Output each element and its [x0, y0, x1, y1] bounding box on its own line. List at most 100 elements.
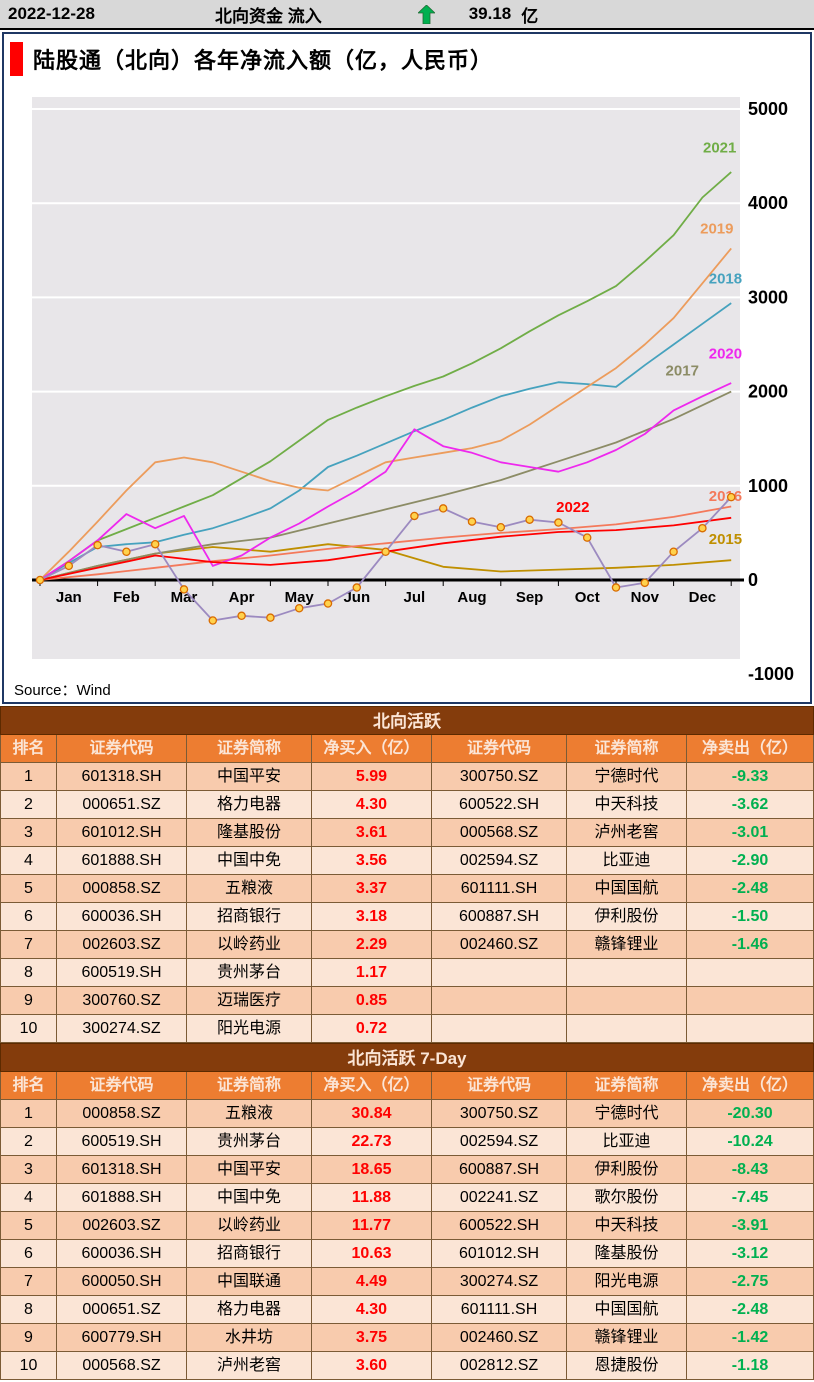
cell-sell-code: 002594.SZ: [432, 1128, 567, 1156]
table-row: 10 300274.SZ 阳光电源 0.72: [0, 1015, 814, 1043]
cell-sell-code: 300750.SZ: [432, 763, 567, 791]
series-marker-2022-daily-markers: [93, 540, 102, 550]
cell-buy-name: 招商银行: [187, 1240, 312, 1268]
yearly-inflow-line-chart: Jan Feb Mar Apr May Jun Jul Aug Sep Oct Nov Dec 5000…: [4, 84, 810, 684]
cell-buy-code: 600036.SH: [57, 1240, 187, 1268]
cell-rank: 7: [0, 931, 57, 959]
x-tick-label: Feb: [113, 589, 140, 606]
cell-sell-value: -2.48: [687, 875, 814, 903]
cell-sell-value: -2.75: [687, 1268, 814, 1296]
table-row: 6 600036.SH 招商银行 3.18 600887.SH 伊利股份 -1.50: [0, 903, 814, 931]
x-tick-label: Aug: [457, 589, 486, 606]
cell-buy-value: 4.49: [312, 1268, 432, 1296]
table-row: 9 300760.SZ 迈瑞医疗 0.85: [0, 987, 814, 1015]
cell-sell-name: 歌尔股份: [567, 1184, 687, 1212]
series-label-2018: 2018: [709, 270, 742, 287]
col-header-buy-code: 证券代码: [57, 1072, 187, 1100]
cell-buy-code: 601012.SH: [57, 819, 187, 847]
cell-sell-value: -2.48: [687, 1296, 814, 1324]
x-tick-label: Nov: [631, 589, 660, 606]
cell-buy-name: 贵州茅台: [187, 1128, 312, 1156]
cell-sell-name: 宁德时代: [567, 763, 687, 791]
cell-buy-code: 601888.SH: [57, 847, 187, 875]
series-marker-2022-daily-markers: [35, 575, 45, 585]
cell-buy-value: 18.65: [312, 1156, 432, 1184]
series-label-2022: 2022: [556, 499, 589, 516]
cell-buy-name: 中国平安: [187, 763, 312, 791]
series-marker-2022-daily-markers: [208, 616, 218, 625]
cell-sell-name: 恩捷股份: [567, 1352, 687, 1380]
col-header-sell-value: 净卖出（亿）: [687, 735, 814, 763]
table-row: 10 000568.SZ 泸州老窖 3.60 002812.SZ 恩捷股份 -1.18: [0, 1352, 814, 1380]
cell-buy-name: 中国联通: [187, 1268, 312, 1296]
series-marker-2022-daily-markers: [122, 547, 131, 556]
cell-sell-code: 002594.SZ: [432, 847, 567, 875]
northbound-flow-label: 北向资金 流入: [214, 6, 322, 26]
series-marker-2022-daily-markers: [237, 611, 246, 621]
col-header-rank: 排名: [0, 735, 57, 763]
series-marker-2022-daily-markers: [698, 523, 707, 533]
col-header-buy-name: 证券简称: [187, 735, 312, 763]
cell-buy-name: 格力电器: [187, 791, 312, 819]
cell-sell-name: 比亚迪: [567, 847, 687, 875]
cell-buy-value: 3.61: [312, 819, 432, 847]
x-tick-label: Jan: [56, 589, 82, 606]
cell-buy-value: 11.77: [312, 1212, 432, 1240]
cell-sell-name: 中国国航: [567, 1296, 687, 1324]
flow-value: 39.18: [468, 4, 512, 23]
cell-buy-name: 隆基股份: [187, 819, 312, 847]
cell-rank: 10: [0, 1352, 57, 1380]
cell-buy-code: 601318.SH: [57, 763, 187, 791]
series-line-2016: [39, 505, 732, 581]
series-marker-2022-daily-markers: [410, 511, 419, 521]
cell-sell-name: 赣锋锂业: [567, 931, 687, 959]
cell-buy-code: 600050.SH: [57, 1268, 187, 1296]
cell-sell-code: 600522.SH: [432, 1212, 567, 1240]
cell-rank: 4: [0, 1184, 57, 1212]
chart-title: 陆股通（北向）各年净流入额（亿，人民币）: [33, 48, 494, 73]
table-row: 9 600779.SH 水井坊 3.75 002460.SZ 赣锋锂业 -1.42: [0, 1324, 814, 1352]
cell-sell-value: -2.90: [687, 847, 814, 875]
cell-rank: 5: [0, 1212, 57, 1240]
top-status-bar: 2022-12-28 北向资金 流入 39.18 亿: [0, 0, 814, 30]
cell-sell-name: [567, 1015, 687, 1043]
cell-buy-value: 0.72: [312, 1015, 432, 1043]
y-tick-label: 4000: [748, 193, 788, 213]
series-marker-2022-daily-markers: [611, 583, 621, 592]
cell-sell-code: [432, 987, 567, 1015]
cell-buy-value: 2.29: [312, 931, 432, 959]
cell-sell-code: 002460.SZ: [432, 1324, 567, 1352]
cell-sell-name: 阳光电源: [567, 1268, 687, 1296]
table-row: 3 601318.SH 中国平安 18.65 600887.SH 伊利股份 -8.43: [0, 1156, 814, 1184]
cell-buy-value: 11.88: [312, 1184, 432, 1212]
cell-sell-code: 600887.SH: [432, 1156, 567, 1184]
cell-sell-value: -3.62: [687, 791, 814, 819]
col-header-buy-code: 证券代码: [57, 735, 187, 763]
title-accent-bar: [10, 42, 23, 76]
cell-buy-code: 000651.SZ: [57, 1296, 187, 1324]
chart-panel: 陆股通（北向）各年净流入额（亿，人民币） Jan Feb Mar Apr May Jun J…: [2, 32, 812, 704]
series-marker-2022-daily-markers: [640, 578, 650, 588]
series-marker-2022-daily-markers: [64, 561, 74, 571]
col-header-sell-code: 证券代码: [432, 735, 567, 763]
series-marker-2022-daily-markers: [323, 599, 333, 608]
series-marker-2022-daily-markers: [525, 515, 534, 524]
cell-sell-value: -9.33: [687, 763, 814, 791]
series-marker-2022-daily-markers: [582, 533, 592, 542]
cell-sell-code: 601111.SH: [432, 1296, 567, 1324]
cell-buy-value: 3.56: [312, 847, 432, 875]
cell-buy-code: 600519.SH: [57, 959, 187, 987]
cell-rank: 3: [0, 819, 57, 847]
flow-unit: 亿: [521, 6, 539, 26]
series-marker-2022-daily-markers: [150, 539, 160, 549]
series-label-2017: 2017: [666, 363, 699, 380]
table-row: 1 601318.SH 中国平安 5.99 300750.SZ 宁德时代 -9.33: [0, 763, 814, 791]
cell-sell-name: 隆基股份: [567, 1240, 687, 1268]
cell-sell-name: 比亚迪: [567, 1128, 687, 1156]
cell-sell-value: -1.18: [687, 1352, 814, 1380]
col-header-rank: 排名: [0, 1072, 57, 1100]
cell-rank: 10: [0, 1015, 57, 1043]
cell-buy-value: 3.18: [312, 903, 432, 931]
cell-rank: 2: [0, 791, 57, 819]
x-tick-label: Dec: [689, 589, 717, 606]
